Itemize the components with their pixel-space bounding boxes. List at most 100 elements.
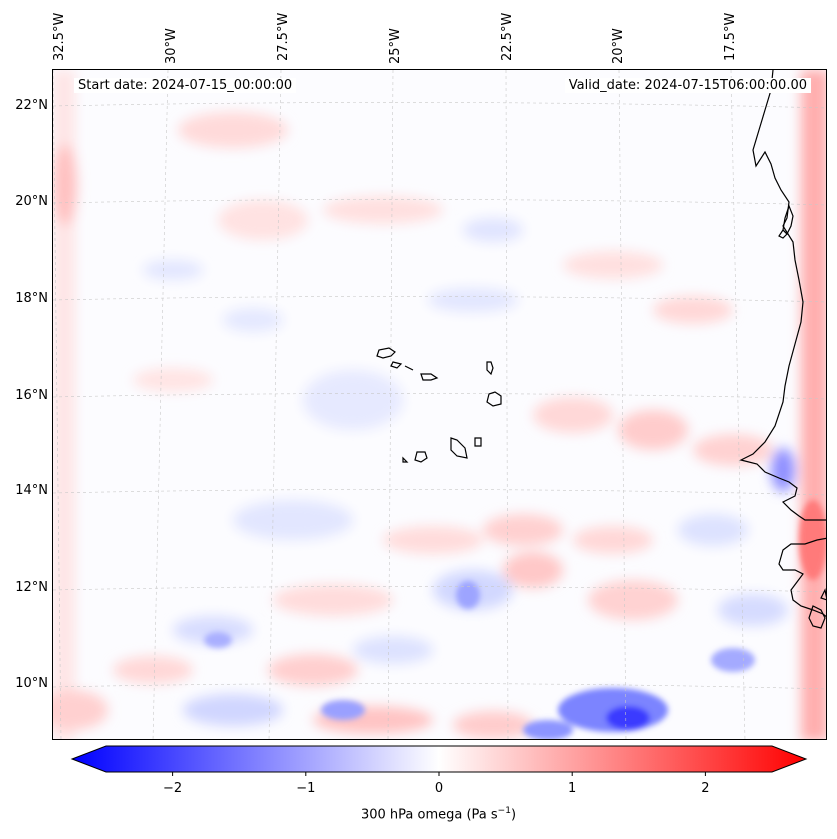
africa-coastline: [739, 70, 826, 521]
field-blob: [53, 690, 108, 730]
lat-label: 18°N: [15, 291, 48, 306]
lat-label: 10°N: [15, 676, 48, 691]
field-blob: [606, 706, 650, 730]
meridian-line: [618, 70, 627, 739]
island-outline: [782, 204, 794, 236]
lon-label: 27.5°W: [276, 12, 291, 61]
parallel-line: [53, 489, 826, 496]
meridian-line: [730, 70, 746, 739]
lon-label: 22.5°W: [500, 12, 515, 61]
parallel-line: [53, 296, 826, 303]
island-outline: [778, 229, 788, 239]
field-blob: [563, 251, 663, 279]
field-blob: [588, 580, 678, 620]
field-blob: [523, 720, 573, 739]
island-outline: [404, 365, 414, 371]
field-blob: [143, 260, 203, 280]
field-blob: [268, 654, 358, 686]
parallel-line: [53, 199, 826, 206]
parallel-line: [53, 102, 826, 109]
lon-label: 17.5°W: [723, 12, 738, 61]
lon-label: 20°W: [611, 28, 626, 64]
lat-label: 14°N: [15, 483, 48, 498]
colorbar-tick-label: −1: [296, 781, 316, 796]
island-outline: [376, 347, 396, 359]
field-blob: [273, 584, 393, 616]
island-outline: [820, 588, 826, 601]
field-band-west: [53, 70, 75, 739]
island-outline: [390, 361, 403, 369]
field-blob: [693, 434, 773, 466]
map-panel: [52, 69, 827, 740]
parallel-line: [53, 393, 826, 400]
field-blob: [353, 636, 433, 664]
meridian-line: [152, 70, 169, 739]
field-blob: [113, 656, 193, 684]
field-blob: [653, 296, 733, 324]
lon-label: 25°W: [388, 28, 403, 64]
field-blob: [453, 711, 533, 739]
island-outline: [808, 605, 826, 629]
valid-date-label: Valid_date: 2024-07-15T06:00:00.00: [564, 78, 811, 93]
parallel-line: [53, 586, 826, 593]
colorbar-title: 300 hPa omega (Pa s−1): [0, 806, 837, 822]
field-blob: [218, 200, 308, 240]
coastlines: [376, 70, 826, 629]
parallel-line: [53, 683, 826, 690]
field-blob: [799, 500, 826, 580]
field-blob: [383, 526, 483, 554]
meridian-line: [53, 70, 62, 739]
colorbar-title-exponent: −1: [497, 806, 511, 816]
meridian-line: [268, 70, 282, 739]
field-blob: [503, 552, 563, 588]
field-blob: [618, 410, 688, 450]
field-blob: [173, 616, 253, 644]
meridian-line: [505, 70, 509, 739]
lat-label: 12°N: [15, 580, 48, 595]
field-blob: [483, 514, 563, 546]
field-blob: [678, 514, 748, 546]
island-outline: [420, 373, 439, 381]
field-blob: [463, 218, 523, 242]
colorbar-body: [70, 745, 808, 773]
island-outline: [402, 456, 409, 463]
lon-label: 32.5°W: [52, 12, 67, 61]
field-blob: [183, 694, 283, 726]
field-blob: [718, 594, 788, 626]
field-blob: [771, 448, 795, 492]
colorbar-tick-label: 1: [568, 781, 577, 796]
field-blob: [53, 145, 77, 225]
field-blob: [321, 700, 365, 720]
field-band-east: [801, 70, 826, 739]
island-outline: [486, 361, 494, 376]
colorbar-title-main: 300 hPa omega (Pa s: [360, 807, 498, 823]
island-outline: [474, 437, 482, 447]
field-blob: [303, 370, 403, 430]
field-blob: [428, 288, 518, 312]
lat-label: 20°N: [15, 194, 48, 209]
field-blob: [323, 196, 443, 224]
graticule: [53, 70, 826, 739]
island-outline: [486, 391, 502, 407]
field-blob: [204, 632, 232, 648]
field-blob: [573, 526, 653, 554]
start-date-label: Start date: 2024-07-15_00:00:00: [74, 78, 297, 93]
island-outline: [450, 437, 468, 459]
meridian-line: [387, 70, 394, 739]
field-blob: [233, 500, 353, 540]
map-canvas: [53, 70, 826, 739]
lat-label: 22°N: [15, 98, 48, 113]
colorbar: [70, 745, 808, 776]
lat-label: 16°N: [15, 388, 48, 403]
colorbar-tick-label: 0: [434, 781, 444, 796]
colorbar-tick-label: −2: [163, 781, 183, 796]
island-outline: [414, 451, 428, 463]
field-blob: [133, 368, 213, 392]
field-blob: [178, 112, 288, 148]
field-blob: [711, 648, 755, 672]
field-blob: [456, 581, 480, 609]
omega-field: [53, 70, 826, 739]
lon-label: 30°W: [164, 28, 179, 64]
colorbar-tick-label: 2: [701, 781, 710, 796]
field-blob: [533, 397, 613, 433]
